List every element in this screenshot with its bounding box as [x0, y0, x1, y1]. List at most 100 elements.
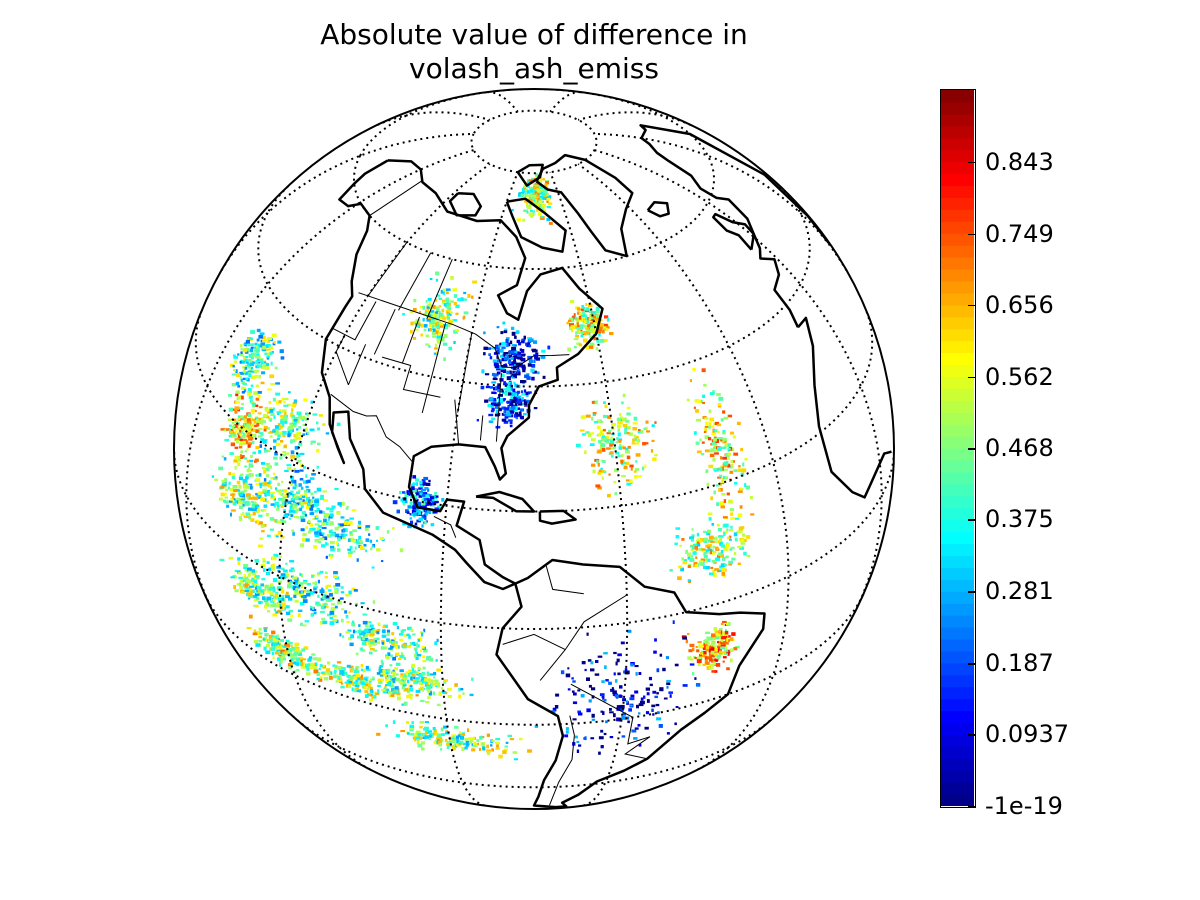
field-cell	[458, 687, 461, 692]
field-cell	[414, 648, 417, 653]
field-cell	[321, 617, 326, 621]
field-cell	[503, 330, 508, 334]
field-cell	[343, 533, 348, 537]
field-cell	[337, 537, 341, 542]
field-cell	[242, 361, 245, 364]
field-cell	[234, 437, 240, 441]
field-cell	[731, 464, 734, 469]
field-cell	[575, 325, 580, 328]
field-cell	[453, 330, 458, 334]
field-cell	[420, 323, 426, 328]
field-cell	[259, 482, 263, 486]
field-cell	[518, 342, 521, 346]
field-cell	[726, 547, 729, 552]
field-cell	[296, 508, 301, 512]
field-cell	[724, 645, 727, 650]
field-cell	[729, 512, 734, 516]
field-cell	[397, 657, 402, 661]
field-cell	[434, 500, 439, 504]
field-cell	[319, 589, 325, 593]
field-cell	[273, 445, 276, 450]
field-cell	[260, 592, 263, 596]
field-cell	[410, 628, 414, 633]
field-cell	[290, 424, 294, 427]
field-cell	[626, 412, 631, 416]
field-cell	[700, 656, 703, 661]
field-cell	[337, 548, 341, 552]
field-cell	[450, 276, 454, 280]
field-cell	[718, 644, 724, 647]
colorbar-step	[941, 722, 974, 735]
coastline-baffin-island	[505, 197, 567, 253]
field-cell	[397, 696, 401, 701]
field-cell	[737, 513, 743, 518]
field-cell	[424, 497, 430, 501]
field-cell	[645, 687, 650, 691]
field-cell	[516, 339, 521, 344]
field-cell	[359, 647, 364, 651]
field-cell	[329, 621, 335, 626]
field-cell	[314, 538, 320, 543]
field-cell	[655, 703, 660, 707]
field-cell	[246, 494, 251, 498]
field-cell	[265, 571, 270, 575]
field-cell	[270, 600, 275, 603]
field-cell	[411, 668, 414, 672]
colorbar-step	[941, 459, 974, 473]
field-cell	[360, 679, 363, 683]
field-cell	[316, 448, 320, 453]
field-cell	[452, 740, 456, 744]
field-cell	[364, 628, 369, 633]
field-cell	[241, 407, 244, 410]
field-cell	[246, 592, 249, 597]
field-cell	[269, 517, 275, 521]
field-cell	[619, 708, 624, 712]
colorbar-step	[941, 615, 974, 628]
field-cell	[504, 365, 508, 368]
field-cell	[511, 399, 516, 404]
field-cell	[626, 431, 630, 435]
field-cell	[382, 691, 387, 694]
field-cell	[253, 579, 258, 583]
field-cell	[240, 496, 246, 501]
field-cell	[242, 503, 245, 507]
field-cell	[429, 278, 433, 281]
field-cell	[220, 492, 225, 497]
field-cell	[388, 695, 392, 698]
colorbar-step	[941, 316, 974, 330]
field-cell	[246, 434, 252, 438]
field-cell	[713, 441, 718, 446]
border-line	[358, 292, 570, 369]
field-cell	[409, 310, 414, 313]
field-cell	[689, 379, 692, 383]
field-cell	[392, 622, 398, 626]
field-cell	[238, 427, 242, 431]
field-cell	[492, 377, 498, 381]
field-cell	[255, 520, 258, 524]
field-cell	[219, 558, 225, 562]
border-line	[421, 323, 446, 414]
field-cell	[720, 418, 724, 422]
field-cell	[703, 431, 707, 433]
field-cell	[713, 573, 717, 577]
field-cell	[351, 682, 356, 686]
field-cell	[325, 432, 330, 435]
field-cell	[528, 199, 533, 203]
field-cell	[464, 746, 468, 750]
field-cell	[259, 484, 262, 489]
field-cell	[505, 741, 509, 744]
field-cell	[665, 656, 669, 660]
field-cell	[334, 674, 340, 679]
field-cell	[332, 547, 336, 550]
field-cell	[448, 321, 453, 325]
field-cell	[535, 184, 539, 187]
field-cell	[520, 415, 524, 420]
field-cell	[446, 741, 451, 744]
field-cell	[368, 651, 373, 655]
field-cell	[389, 681, 393, 685]
field-cell	[294, 579, 298, 583]
field-cell	[245, 480, 248, 485]
field-cell	[548, 202, 553, 205]
field-cell	[429, 673, 434, 676]
field-cell	[589, 328, 592, 333]
